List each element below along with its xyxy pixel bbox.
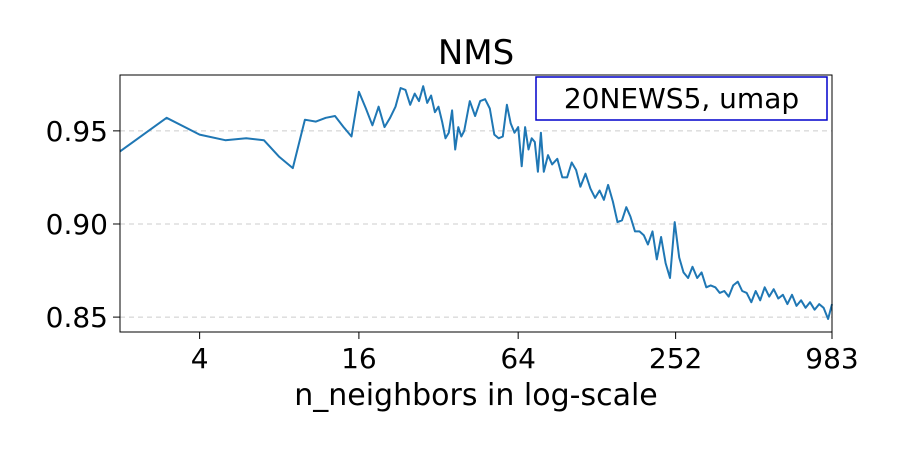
- annotation-box: 20NEWS5, umap: [535, 76, 828, 121]
- x-tick-label: 252: [649, 342, 702, 375]
- y-tick-label: 0.85: [46, 301, 108, 334]
- grid-lines: [120, 130, 832, 318]
- x-tick-label: 16: [341, 342, 377, 375]
- annotation-text: 20NEWS5, umap: [564, 82, 799, 115]
- chart-title: NMS: [438, 33, 514, 73]
- x-tick-label: 983: [805, 342, 858, 375]
- annotation-frame: [535, 76, 828, 121]
- x-axis-label: n_neighbors in log-scale: [294, 378, 658, 413]
- series-line: [119, 85, 833, 320]
- series-layer: [119, 85, 833, 320]
- y-tick-label: 0.95: [46, 115, 108, 148]
- y-tick-label: 0.90: [46, 208, 108, 241]
- x-tick-label: 64: [500, 342, 536, 375]
- axis-ticks: 0.85 0.90 0.95 4 16 64 252 983: [46, 115, 859, 375]
- plot-frame: [119, 74, 833, 333]
- x-tick-label: 4: [191, 342, 209, 375]
